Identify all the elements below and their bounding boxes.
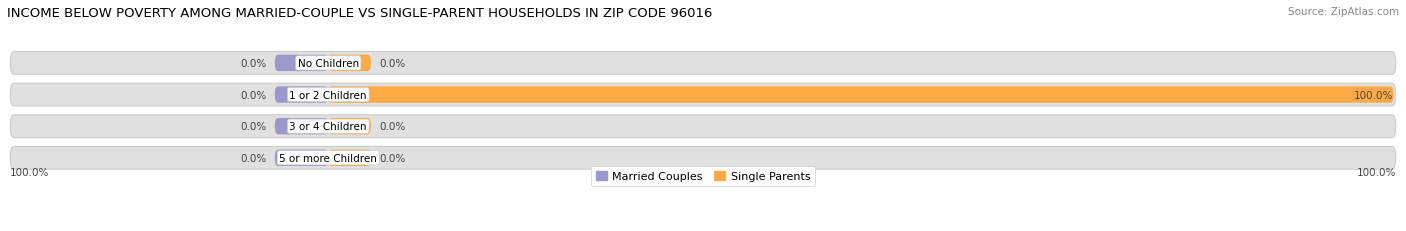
FancyBboxPatch shape [10, 147, 1396, 170]
FancyBboxPatch shape [274, 150, 328, 166]
FancyBboxPatch shape [10, 52, 1396, 75]
Text: 0.0%: 0.0% [240, 122, 266, 132]
FancyBboxPatch shape [274, 87, 328, 103]
FancyBboxPatch shape [328, 55, 371, 72]
Text: 0.0%: 0.0% [380, 59, 406, 69]
Text: INCOME BELOW POVERTY AMONG MARRIED-COUPLE VS SINGLE-PARENT HOUSEHOLDS IN ZIP COD: INCOME BELOW POVERTY AMONG MARRIED-COUPL… [7, 7, 713, 20]
Text: 100.0%: 100.0% [10, 168, 49, 178]
FancyBboxPatch shape [274, 119, 328, 135]
Text: 0.0%: 0.0% [380, 153, 406, 163]
Text: 0.0%: 0.0% [240, 90, 266, 100]
Text: 0.0%: 0.0% [380, 122, 406, 132]
Text: 100.0%: 100.0% [1354, 90, 1393, 100]
Legend: Married Couples, Single Parents: Married Couples, Single Parents [592, 167, 814, 186]
FancyBboxPatch shape [274, 55, 328, 72]
Text: No Children: No Children [298, 59, 359, 69]
FancyBboxPatch shape [328, 119, 371, 135]
Text: 0.0%: 0.0% [240, 59, 266, 69]
Text: 1 or 2 Children: 1 or 2 Children [290, 90, 367, 100]
FancyBboxPatch shape [10, 115, 1396, 138]
Text: 100.0%: 100.0% [1357, 168, 1396, 178]
Text: Source: ZipAtlas.com: Source: ZipAtlas.com [1288, 7, 1399, 17]
Text: 0.0%: 0.0% [240, 153, 266, 163]
Text: 5 or more Children: 5 or more Children [280, 153, 377, 163]
FancyBboxPatch shape [328, 87, 1393, 103]
Text: 3 or 4 Children: 3 or 4 Children [290, 122, 367, 132]
FancyBboxPatch shape [10, 84, 1396, 106]
FancyBboxPatch shape [328, 150, 371, 166]
